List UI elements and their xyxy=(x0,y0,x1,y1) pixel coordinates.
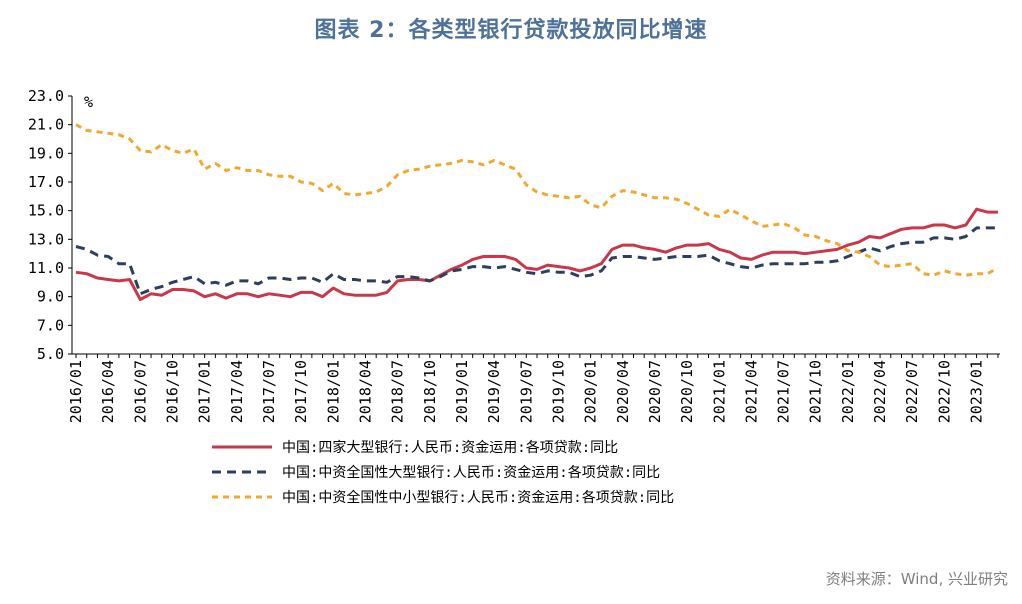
x-tick-label: 2016/07 xyxy=(131,360,149,423)
x-tick-label: 2019/10 xyxy=(549,360,567,423)
legend: 中国:四家大型银行:人民币:资金运用:各项贷款:同比中国:中资全国性大型银行:人… xyxy=(212,439,674,506)
x-tick-label: 2019/04 xyxy=(485,360,503,423)
x-tick-label: 2021/10 xyxy=(807,360,825,423)
y-tick-label: 21.0 xyxy=(28,116,64,134)
y-unit-label: % xyxy=(84,93,93,111)
x-tick-label: 2017/10 xyxy=(292,360,310,423)
x-tick-label: 2022/10 xyxy=(935,360,953,423)
x-tick-label: 2018/07 xyxy=(389,360,407,423)
x-tick-label: 2016/01 xyxy=(67,360,85,423)
x-tick-label: 2020/04 xyxy=(614,360,632,423)
x-tick-label: 2022/01 xyxy=(839,360,857,423)
x-tick-label: 2018/04 xyxy=(356,360,374,423)
y-tick-label: 7.0 xyxy=(37,316,64,334)
series-lines xyxy=(75,123,999,301)
x-tick-label: 2021/04 xyxy=(742,360,760,423)
x-tick-label: 2020/01 xyxy=(582,360,600,423)
y-tick-label: 17.0 xyxy=(28,173,64,191)
x-tick-label: 2016/10 xyxy=(163,360,181,423)
x-tick-label: 2018/10 xyxy=(421,360,439,423)
series-line-3 xyxy=(75,123,999,277)
y-tick-label: 11.0 xyxy=(28,259,64,277)
x-tick-label: 2021/07 xyxy=(775,360,793,423)
y-tick-label: 15.0 xyxy=(28,202,64,220)
x-tick-label: 2023/01 xyxy=(968,360,986,423)
y-axis: 23.0 21.0 19.0 17.0 15.0 13.0 11.0 9.0 7.0 5.0% xyxy=(28,87,93,363)
x-tick-label: 2020/07 xyxy=(646,360,664,423)
x-tick-label: 2018/01 xyxy=(324,360,342,423)
series-line-2 xyxy=(75,226,998,296)
chart-title: 图表 2：各类型银行贷款投放同比增速 xyxy=(314,18,708,43)
x-tick-label: 2022/04 xyxy=(871,360,889,423)
x-axis: 2016/01 2016/04 2016/07 2016/10 2017/01 2017/… xyxy=(67,353,1000,423)
legend-label-3: 中国:中资全国性中小型银行:人民币:资金运用:各项贷款:同比 xyxy=(282,489,674,506)
x-tick-label: 2019/01 xyxy=(453,360,471,423)
series-line-1 xyxy=(75,207,998,301)
y-tick-label: 9.0 xyxy=(37,288,64,306)
x-tick-label: 2017/07 xyxy=(260,360,278,423)
x-tick-label: 2017/04 xyxy=(228,360,246,423)
x-tick-label: 2020/10 xyxy=(678,360,696,423)
source-note: 资料来源：Wind, 兴业研究 xyxy=(825,570,1008,588)
x-tick-label: 2019/07 xyxy=(517,360,535,423)
y-tick-label: 13.0 xyxy=(28,230,64,248)
x-tick-label: 2016/04 xyxy=(99,360,117,423)
y-tick-label: 23.0 xyxy=(28,87,64,105)
x-tick-label: 2021/01 xyxy=(710,360,728,423)
x-tick-label: 2022/07 xyxy=(903,360,921,423)
x-tick-label: 2017/01 xyxy=(196,360,214,423)
legend-label-1: 中国:四家大型银行:人民币:资金运用:各项贷款:同比 xyxy=(282,439,618,456)
y-tick-label: 19.0 xyxy=(28,144,64,162)
y-tick-label: 5.0 xyxy=(37,345,64,363)
legend-label-2: 中国:中资全国性大型银行:人民币:资金运用:各项贷款:同比 xyxy=(282,464,660,481)
